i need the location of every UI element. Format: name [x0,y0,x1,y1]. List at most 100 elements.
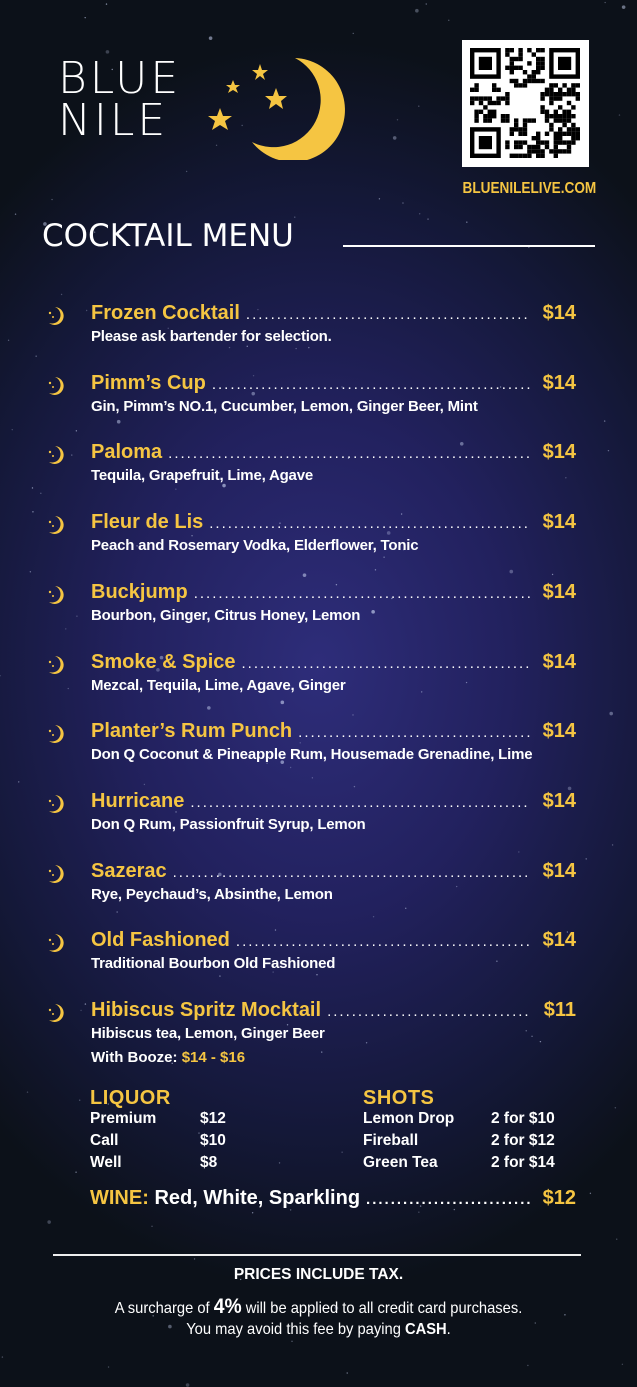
star [496,960,498,962]
item-price: $14 [542,859,576,882]
item-name: Smoke & Spice [91,650,236,673]
crescent-moon-icon [48,307,64,325]
shots-name: Lemon Drop [363,1110,455,1127]
liquor-price: $10 [200,1132,226,1149]
star [31,487,34,489]
leader-dots [236,933,531,950]
crescent-moon-icon [48,516,64,535]
star [207,706,211,710]
item-header: Hibiscus Spritz Mocktail $11 [91,999,576,1022]
star [418,213,421,215]
item-description: Traditional Bourbon Old Fashioned [91,955,336,973]
item-name: Sazerac [91,859,167,882]
item-description: Gin, Pimm’s NO.1, Cucumber, Lemon, Ginge… [91,397,478,415]
crescent-moon-icon [48,446,64,465]
leader-dots [194,585,531,602]
qr-code[interactable] [462,40,589,167]
star [67,687,69,690]
shots-row: Lemon Drop 2 for $10 [363,1110,583,1132]
star [585,858,587,860]
star [609,711,614,716]
star [611,844,614,846]
star [415,8,419,13]
shots-row: Green Tea 2 for $14 [363,1154,583,1176]
star [105,3,108,5]
surcharge-note: A surcharge of 4% will be applied to all… [25,1295,611,1319]
star [427,218,429,220]
star [418,1211,420,1213]
star [607,449,610,452]
shots-section: SHOTS Lemon Drop 2 for $10 Fireball 2 for $… [363,1087,583,1176]
crescent-moon-icon [48,864,64,883]
star [372,916,375,918]
item-header: Hurricane $14 [91,790,576,813]
item-header: Old Fashioned $14 [91,929,576,952]
item-description: Peach and Rosemary Vodka, Elderflower, T… [91,537,419,555]
surcharge-percent: 4% [213,1295,242,1318]
item-price: $14 [542,650,576,673]
item-description: Rye, Peychaud’s, Absinthe, Lemon [91,885,333,903]
item-description: Don Q Coconut & Pineapple Rum, Housemade… [91,746,533,764]
star [151,1225,153,1227]
liquor-section: LIQUOR Premium $12 Call $10 Well $8 [90,1087,290,1176]
star [0,675,1,677]
star [80,1009,82,1012]
crescent-moon-icon [48,585,64,604]
star [32,511,34,513]
star [185,1383,190,1387]
star [392,136,397,140]
star [185,170,188,173]
star [365,1042,368,1044]
star [116,911,118,913]
star [143,783,146,786]
star [107,1366,110,1368]
star [60,293,63,296]
surcharge-text: A surcharge of [114,1300,214,1317]
star [40,492,42,495]
crescent-moon-icon [48,934,64,953]
item-header: Sazerac $14 [91,860,576,883]
liquor-row: Call $10 [90,1132,290,1154]
star [78,1099,81,1101]
booze-label: With Booze: [91,1049,178,1066]
leader-dots [366,1191,531,1208]
star [251,1212,254,1214]
star [466,221,468,223]
booze-option: With Booze: $14 - $16 [91,1049,245,1066]
star [509,569,514,574]
website-link[interactable]: BLUENILELIVE.COM [462,180,597,197]
star [65,628,67,630]
item-price: $14 [542,929,576,952]
star [321,1051,323,1053]
leader-dots [173,864,531,881]
star [618,114,621,116]
crescent-moon-icon [48,794,64,813]
item-name: Old Fashioned [91,929,230,952]
star [291,1340,293,1343]
item-name: Paloma [91,441,163,464]
item-price: $14 [542,789,576,812]
liquor-row: Premium $12 [90,1110,290,1132]
star [26,1091,29,1093]
item-price: $14 [542,580,576,603]
star [425,3,427,5]
qr-code-icon [470,48,580,158]
star [418,105,420,107]
star [346,1372,348,1374]
crescent-moon-icon [48,376,64,395]
star [35,355,37,357]
star [614,1107,617,1109]
shots-name: Green Tea [363,1154,438,1171]
crescent-moon-icon [48,725,64,744]
item-name: Pimm’s Cup [91,371,206,394]
star [316,974,318,976]
item-name: Hibiscus Spritz Mocktail [91,999,322,1021]
star [311,777,314,779]
title-underline [343,245,595,247]
star [378,198,381,200]
star [420,691,423,693]
star [14,213,17,215]
item-description: Please ask bartender for selection. [91,328,332,345]
star [352,32,354,35]
